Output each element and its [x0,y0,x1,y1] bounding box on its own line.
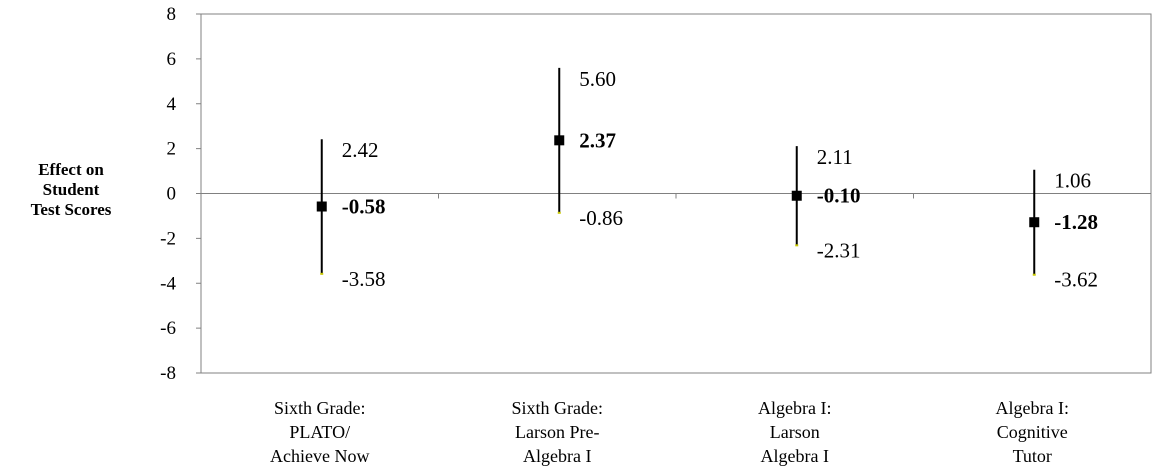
y-axis-title-line-3: Test Scores [30,200,112,219]
y-tick-label: -6 [160,318,176,339]
upper-bound-label: 1.06 [1054,169,1091,193]
x-category-label: Algebra I: Cognitive Tutor [995,398,1069,466]
estimate-marker [1029,217,1040,228]
estimate-label: -0.58 [342,195,386,219]
y-tick-label: -8 [160,363,176,384]
x-category-label: Sixth Grade: Larson Pre- Algebra I [511,398,604,466]
y-tick-label: 6 [167,49,177,70]
y-tick-label: -4 [160,273,176,294]
estimate-label: -0.10 [817,184,861,208]
y-tick-label: 4 [167,94,177,115]
lower-cap-marker [320,272,324,275]
upper-bound-label: 5.60 [579,67,616,91]
axes-group: 8 6 4 2 0 -2 -4 -6 -8 [160,4,1152,384]
y-tick-label: 0 [167,184,177,205]
upper-bound-label: 2.11 [817,145,853,169]
y-axis-title-line-1: Effect on [38,160,104,179]
lower-cap-marker [1032,273,1036,276]
lower-cap-marker [557,211,561,214]
estimate-label: 2.37 [579,128,616,152]
x-category-label: Sixth Grade: PLATO/ Achieve Now [270,398,370,466]
y-axis-title: Effect on Student Test Scores [6,160,136,220]
lower-cap-marker [795,244,799,247]
estimate-marker [316,201,327,212]
y-tick-label: -2 [160,228,176,249]
estimate-marker [554,135,565,146]
estimate-marker [791,190,802,201]
estimate-label: -1.28 [1054,210,1098,234]
lower-bound-label: -2.31 [817,238,861,262]
y-tick-label: 2 [167,139,177,160]
lower-bound-label: -3.62 [1054,268,1098,292]
marks-group: 2.42 -0.58 -3.58 5.60 2.37 -0.86 2.11 -0.10 -2.3… [316,67,1098,292]
lower-bound-label: -3.58 [342,267,386,291]
y-tick-label: 8 [167,4,177,25]
x-category-label: Algebra I: Larson Algebra I [758,398,832,466]
upper-bound-label: 2.42 [342,138,379,162]
y-axis-title-line-2: Student [42,180,100,199]
lower-bound-label: -0.86 [579,206,623,230]
